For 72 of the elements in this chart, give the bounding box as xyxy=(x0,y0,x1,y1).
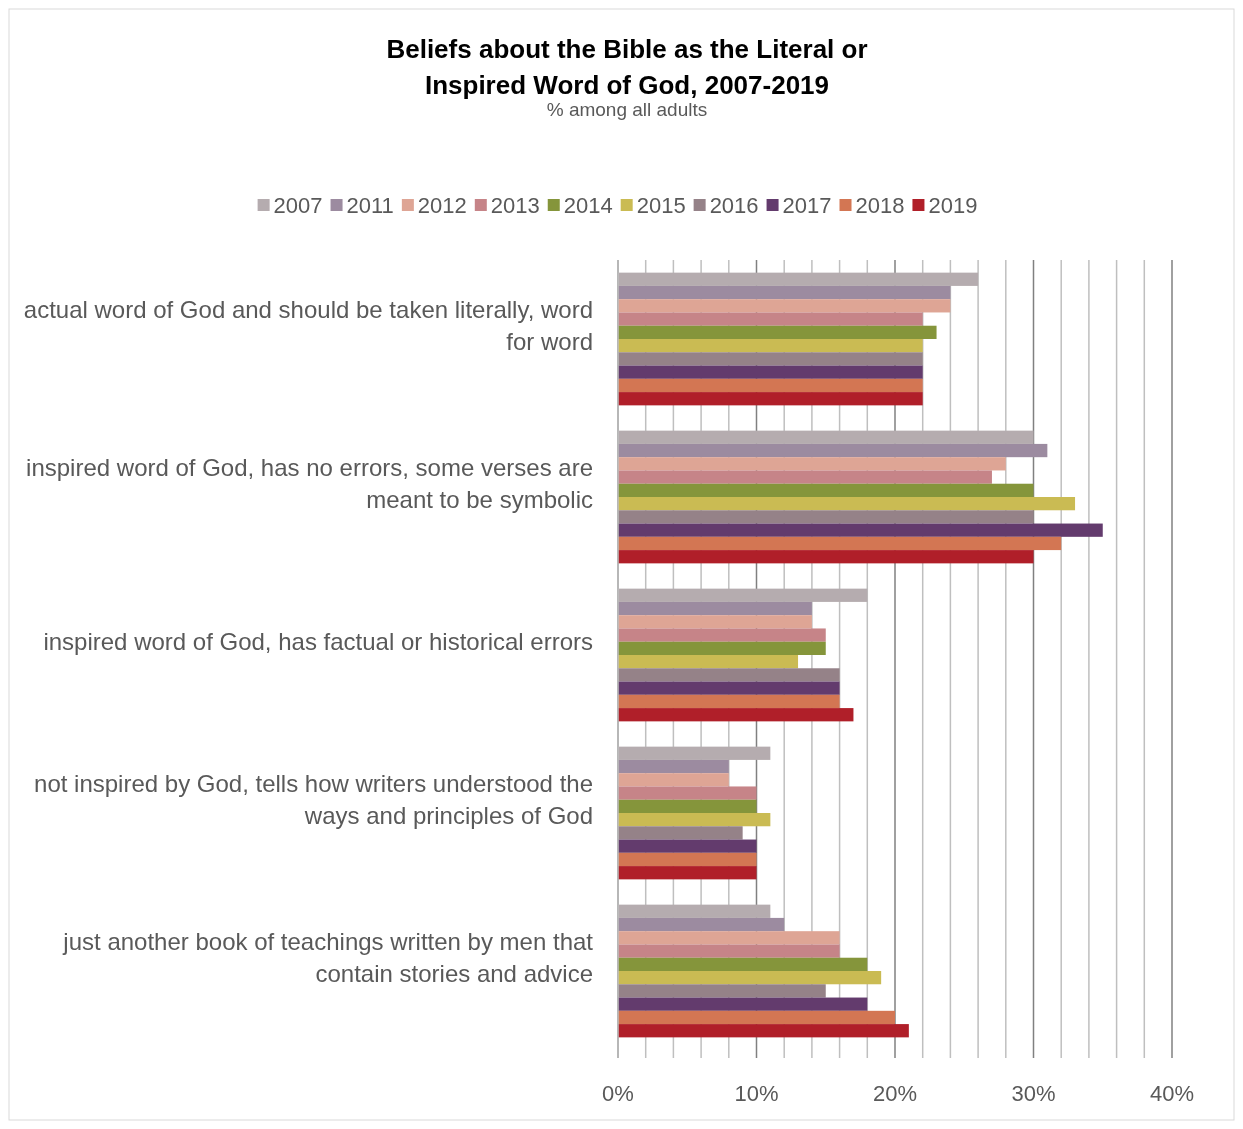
x-tick-label: 30% xyxy=(1011,1081,1056,1106)
bar xyxy=(618,917,785,932)
bar xyxy=(618,483,1034,497)
bar xyxy=(618,957,868,971)
x-tick-label: 10% xyxy=(734,1081,779,1106)
bar xyxy=(618,826,743,840)
bar xyxy=(618,470,992,484)
bar xyxy=(618,352,923,366)
legend-label: 2007 xyxy=(273,193,323,218)
legend-label: 2014 xyxy=(563,193,613,218)
bar xyxy=(618,773,729,787)
bar xyxy=(618,1010,895,1025)
bar xyxy=(618,694,840,709)
bar xyxy=(618,299,951,313)
bar xyxy=(618,984,826,998)
legend-label: 2016 xyxy=(709,193,759,218)
bar xyxy=(618,550,1034,564)
bar xyxy=(618,312,923,326)
y-tick-label: not inspired by God, tells how writers understood the ways and principles of God xyxy=(34,770,593,829)
x-tick-label: 0% xyxy=(602,1081,634,1106)
bar xyxy=(618,325,937,339)
bar xyxy=(618,378,923,393)
bar xyxy=(618,615,812,629)
y-tick-label: just another book of teachings written by men that contain stories and advice xyxy=(62,928,594,987)
bar xyxy=(618,997,868,1011)
bar xyxy=(618,746,771,760)
bar xyxy=(618,839,757,853)
legend-label: 2013 xyxy=(490,193,540,218)
bar xyxy=(618,813,771,827)
bar xyxy=(618,392,923,406)
x-tick-label: 40% xyxy=(1149,1081,1195,1106)
legend-label: 2019 xyxy=(928,193,978,218)
bar xyxy=(618,866,757,880)
bar xyxy=(618,799,757,813)
y-tick-label: inspired word of God, has no errors, some verses are meant to be symbolic xyxy=(26,454,593,513)
bar xyxy=(618,931,840,945)
x-tick-label: 20% xyxy=(872,1081,918,1106)
bar xyxy=(618,786,757,800)
bar xyxy=(618,971,882,985)
bar xyxy=(618,339,923,353)
bar xyxy=(618,272,979,286)
bar xyxy=(618,588,868,602)
legend-label: 2012 xyxy=(417,193,467,218)
bar xyxy=(618,944,840,958)
bar xyxy=(618,497,1076,511)
legend-label: 2015 xyxy=(636,193,686,218)
bar xyxy=(618,759,729,774)
bar xyxy=(618,365,923,379)
legend-label: 2017 xyxy=(782,193,832,218)
bar xyxy=(618,443,1048,458)
y-tick-label: actual word of God and should be taken literally, word for word xyxy=(23,296,593,355)
bar xyxy=(618,628,826,642)
bar xyxy=(618,457,1006,471)
bar xyxy=(618,852,757,867)
bar xyxy=(618,536,1062,551)
bar xyxy=(618,641,826,655)
bar xyxy=(618,510,1034,524)
bar xyxy=(618,904,771,918)
bar xyxy=(618,523,1103,537)
bar xyxy=(618,285,951,300)
bar xyxy=(618,655,799,669)
y-tick-label: inspired word of God, has factual or historical errors xyxy=(43,628,593,655)
chart-title: Beliefs about the Bible as the Literal or Inspired Word of God, 2007-2019 xyxy=(386,34,868,100)
bar xyxy=(618,1024,909,1038)
bar xyxy=(618,681,840,695)
legend-label: 2011 xyxy=(346,193,394,218)
bar xyxy=(618,708,854,722)
bar xyxy=(618,668,840,682)
bar xyxy=(618,601,812,616)
chart-subtitle: % among all adults xyxy=(546,99,708,120)
bar xyxy=(618,430,1034,444)
legend-label: 2018 xyxy=(855,193,905,218)
